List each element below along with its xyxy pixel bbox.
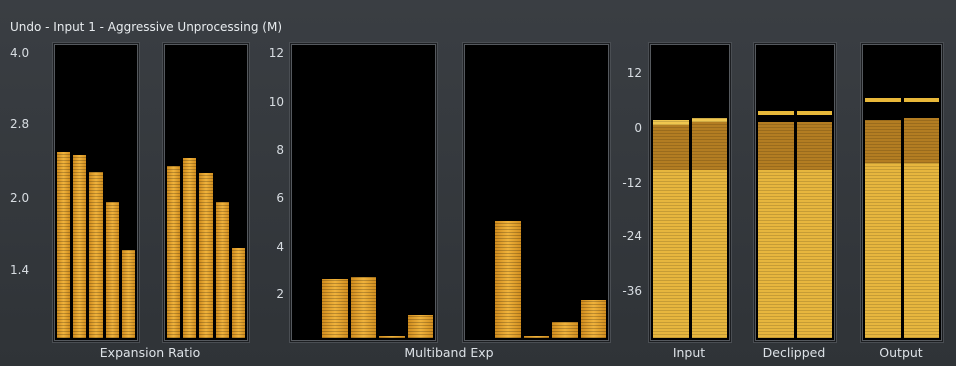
peak-hold-indicator (903, 97, 939, 102)
tick-label: -36 (622, 284, 642, 298)
tick-label: 2.0 (10, 191, 30, 205)
multiband-exp-bar (407, 314, 433, 338)
level-segment-low (691, 169, 727, 338)
output-channel (865, 44, 901, 341)
expansion-ratio-bar (215, 202, 229, 338)
tick-label: -12 (622, 176, 642, 190)
multiband-exp-bar (350, 276, 377, 338)
tick-label: 12 (626, 66, 642, 80)
declipped-label: Declipped (762, 345, 826, 360)
tick-label: 10 (268, 95, 284, 109)
tick-label: 4 (276, 240, 284, 254)
peak-hold-indicator (796, 111, 832, 115)
output-level-meter (861, 43, 943, 342)
expansion-ratio-bar (183, 158, 197, 338)
level-segment-low (903, 162, 939, 338)
tick-label: 4.0 (10, 46, 30, 60)
level-segment-mid (796, 122, 832, 170)
expansion-ratio-label: Expansion Ratio (99, 345, 201, 360)
level-segment-low (653, 169, 689, 338)
tick-label: 0 (634, 121, 642, 135)
expansion-ratio-bar (167, 165, 181, 338)
multiband-exp-bar (322, 279, 348, 338)
output-channel (903, 44, 939, 341)
multiband-exp-meter-a (290, 43, 437, 342)
expansion-ratio-bar (105, 202, 119, 338)
peak-hold-indicator (758, 111, 794, 115)
tick-label: 2 (276, 287, 284, 301)
multiband-exp-bar (523, 335, 550, 338)
expansion-ratio-bar (199, 172, 213, 338)
level-segment-mid (758, 122, 794, 170)
expansion-ratio-bar (121, 250, 135, 338)
panel-title: Undo - Input 1 - Aggressive Unprocessing… (10, 20, 283, 34)
input-channel (653, 44, 689, 341)
expansion-ratio-bar (57, 151, 71, 338)
level-segment-low (865, 162, 901, 338)
multiband-exp-bar (580, 300, 606, 338)
input-label: Input (672, 345, 706, 360)
multiband-exp-bar (379, 335, 405, 338)
multiband-exp-bar (495, 220, 521, 338)
level-segment-low (796, 169, 832, 338)
expansion-ratio-bar (89, 171, 103, 338)
input-channel (691, 44, 727, 341)
tick-label: 2.8 (10, 117, 30, 131)
tick-label: -24 (622, 229, 642, 243)
multiband-exp-meter-b (463, 43, 610, 342)
level-segment-top (691, 117, 727, 123)
multiband-exp-label: Multiband Exp (404, 345, 494, 360)
level-segment-mid (903, 117, 939, 163)
declipped-channel (758, 44, 794, 341)
input-level-meter (649, 43, 731, 342)
declipped-channel (796, 44, 832, 341)
tick-label: 1.4 (10, 263, 30, 277)
declipped-level-meter (754, 43, 836, 342)
peak-hold-indicator (865, 97, 901, 102)
level-segment-mid (865, 120, 901, 163)
level-segment-mid (691, 122, 727, 170)
multiband-exp-bar (552, 321, 578, 338)
expansion-ratio-meter-b (163, 43, 249, 342)
level-segment-mid (653, 124, 689, 170)
tick-label: 12 (268, 46, 284, 60)
expansion-ratio-bar (73, 154, 87, 338)
tick-label: 8 (276, 143, 284, 157)
level-segment-top (653, 120, 689, 125)
tick-label: 6 (276, 191, 284, 205)
output-label: Output (879, 345, 923, 360)
expansion-ratio-meter-a (53, 43, 139, 342)
level-segment-low (758, 169, 794, 338)
expansion-ratio-bar (231, 247, 245, 338)
